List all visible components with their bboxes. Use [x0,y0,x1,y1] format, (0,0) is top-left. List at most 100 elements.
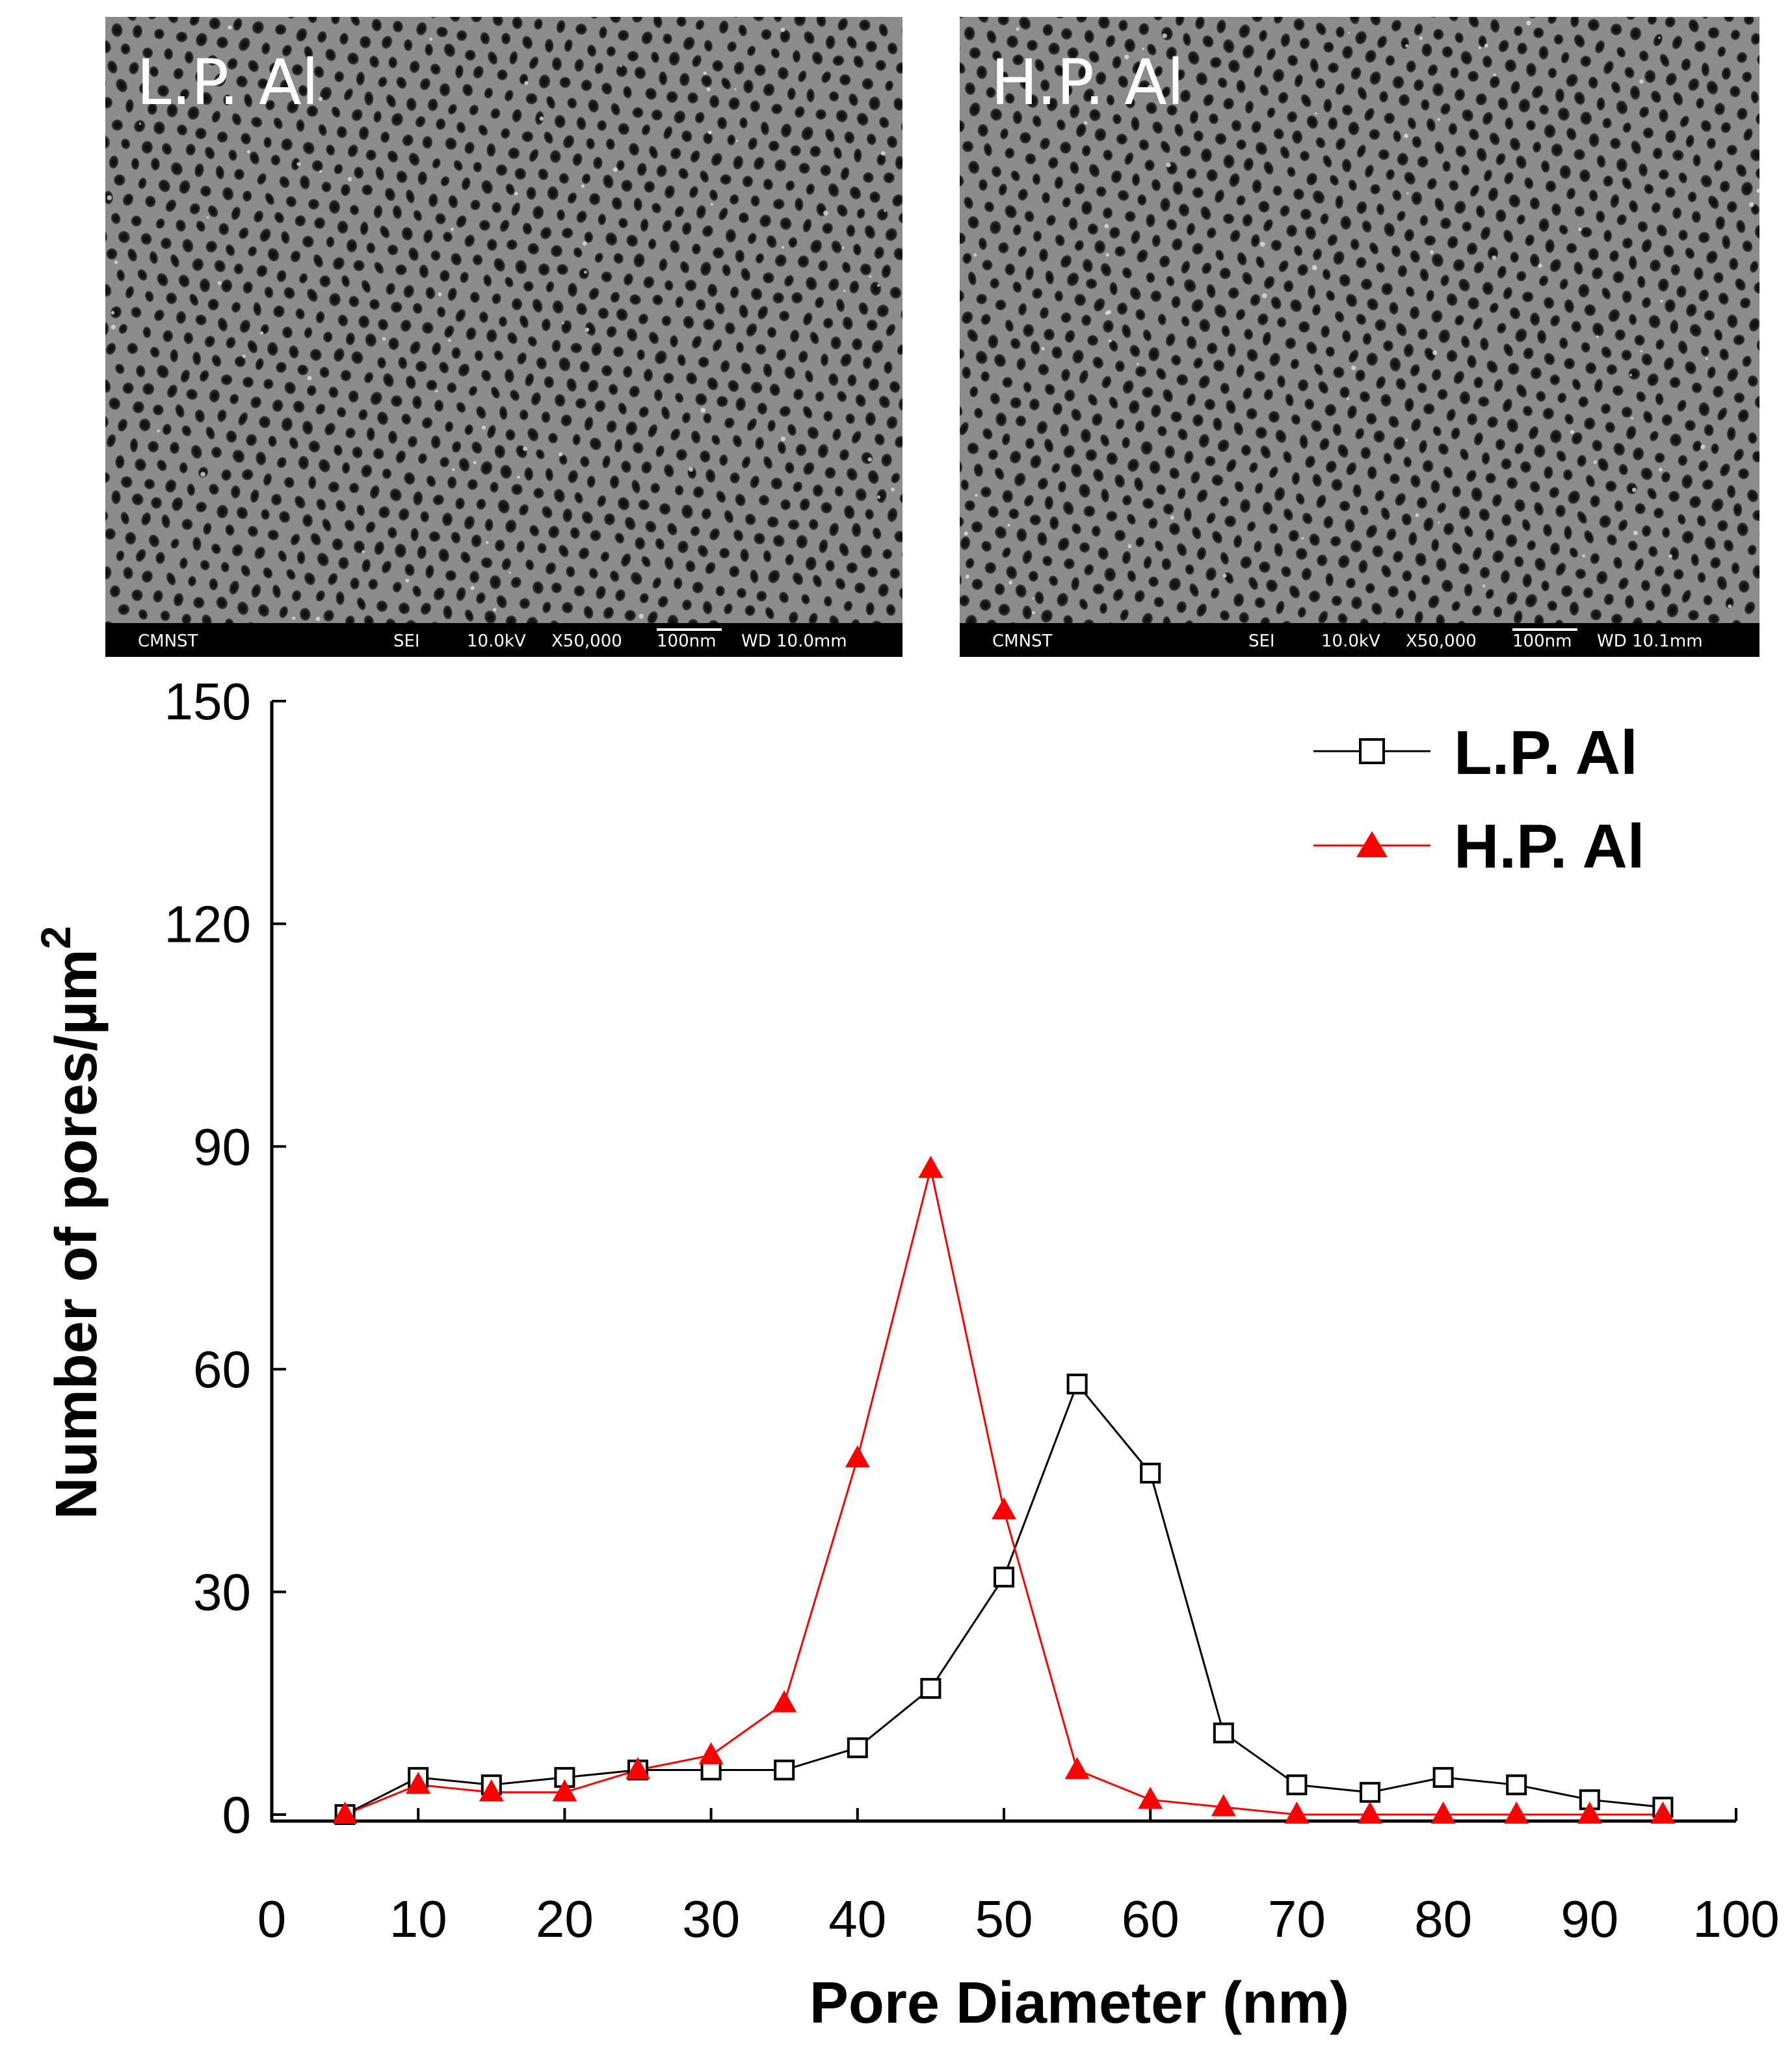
pore [1681,531,1694,544]
pore [481,180,493,194]
pore [1048,157,1059,169]
pore [1759,359,1773,373]
pore [867,470,879,485]
pore [594,62,604,74]
pore [350,577,360,590]
pore [1074,293,1087,306]
pore [747,233,757,245]
pore [356,597,366,611]
pore [1534,444,1546,458]
pore [462,83,473,96]
pore [820,165,832,176]
pore [341,274,350,287]
pore [231,113,242,126]
pore [1342,330,1351,343]
pore [1029,514,1042,526]
pore [1042,555,1053,566]
pore [491,386,500,399]
pore [1262,332,1271,346]
pore [1146,101,1157,114]
pore [679,261,690,274]
pore [1023,381,1032,393]
pore [1095,72,1107,85]
pore [1440,103,1451,115]
pore [361,464,373,478]
pore [1644,183,1654,194]
pore [711,434,720,446]
pore [186,389,198,400]
pore [1440,217,1451,230]
pore [203,522,212,535]
pore [1726,485,1736,498]
pore [968,161,980,174]
pore [1543,297,1555,309]
pore [825,35,836,49]
pore [1640,467,1653,481]
pore [494,539,505,552]
pore [652,202,661,214]
data-point-hp [332,1802,358,1824]
pore [276,270,287,282]
info-working-distance: WD 10.1mm [1597,632,1703,651]
pore [147,102,157,115]
pore [1473,377,1483,388]
pore [1227,343,1236,357]
pore [252,21,264,34]
pore [1299,38,1310,49]
bright-spot [581,184,585,188]
pore [1172,181,1183,195]
pore [906,417,918,431]
bright-spot [1347,397,1350,400]
pore [1252,179,1262,194]
pore [1124,38,1136,53]
pore [1109,226,1120,239]
pore [846,224,856,237]
pore [1427,64,1438,76]
pore [1430,480,1440,494]
pore [1211,474,1224,486]
pore [632,107,644,118]
pore [1713,272,1724,284]
pore [1424,347,1436,361]
pore [387,150,399,163]
pore [347,52,359,65]
pore [1109,340,1118,352]
pore [1196,603,1207,617]
pore [725,229,736,243]
pore [1714,329,1723,341]
pore [1360,278,1373,290]
pore [471,17,482,23]
pore [451,531,461,544]
pore [1364,165,1374,178]
pore [548,526,560,539]
pore [876,153,886,166]
pore [1398,94,1410,107]
pore [345,615,355,623]
pore [172,497,183,511]
pore [1291,414,1301,425]
pore [537,542,547,553]
pore [1613,271,1624,284]
pore [1719,180,1730,193]
pore [1005,263,1016,276]
pore [265,3,277,18]
pore [1640,579,1651,592]
bright-spot [1351,366,1356,371]
pore [1350,238,1360,250]
pore [1087,223,1098,235]
pore [1538,275,1549,287]
pore [738,24,747,37]
pore [1557,392,1567,403]
pore [1100,434,1110,447]
pore [362,184,373,196]
pore [603,174,614,189]
pore [976,293,988,304]
pore [1722,235,1731,250]
pore [1244,328,1254,340]
pore [291,157,300,170]
pore [559,77,571,88]
pore [1458,278,1470,292]
pore [111,490,121,505]
pore [1505,534,1518,548]
pore [1230,230,1241,243]
